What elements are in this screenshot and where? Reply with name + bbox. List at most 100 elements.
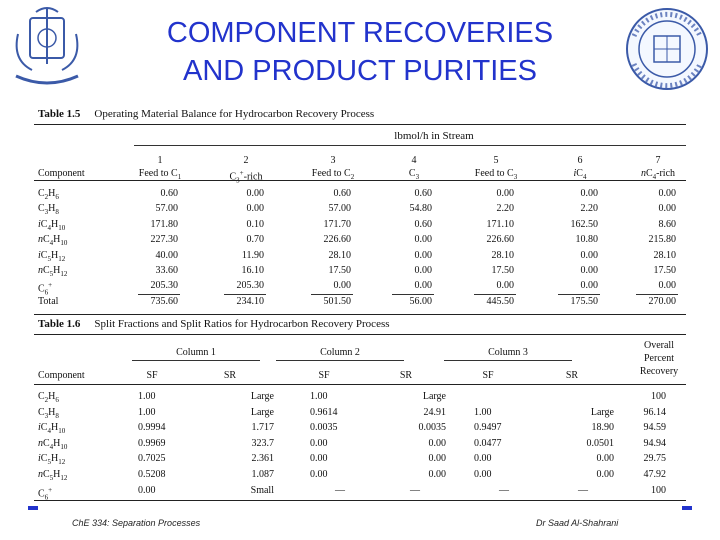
table-2-cell: 0.00 [428, 453, 447, 465]
table-1-cell: 215.80 [648, 234, 677, 246]
table-1-header-rule [34, 180, 686, 181]
table-1-total-rule [224, 293, 266, 295]
table-2-cell: 1.00 [310, 391, 328, 402]
footer-course: ChE 334: Separation Processes [72, 518, 201, 528]
table-1-stream-number: 5 [493, 155, 499, 166]
table-1-cell: 0.70 [246, 234, 265, 246]
table-2-cell: 0.00 [428, 469, 447, 480]
table-1-cell: 33.60 [155, 265, 179, 276]
table-2-row-component: C3H8 [38, 406, 59, 420]
table-2-sub-header: SF [318, 370, 330, 381]
table-1-number: Table 1.5 [38, 108, 81, 120]
table-2-overall-header: Percent [644, 353, 674, 364]
table-2-cell: 2.361 [251, 453, 275, 465]
table-1-cell: 501.50 [323, 295, 352, 307]
table-2-cell: — [335, 484, 345, 496]
table-1-total-rule [636, 293, 678, 295]
table-1-cell: 40.00 [155, 249, 179, 261]
table-2-cell: 1.087 [251, 469, 275, 480]
table-1-cell: 56.00 [409, 295, 433, 307]
table-2-row-component: iC5H12 [38, 453, 66, 467]
table-1-row-component: nC5H12 [38, 265, 68, 278]
table-1-cell: 0.00 [580, 280, 599, 292]
table-1-top-rule [34, 124, 686, 125]
table-2-recovery: 100 [651, 391, 666, 402]
table-2-cell: — [410, 484, 420, 496]
table-1-cell: 57.00 [155, 203, 179, 215]
table-1-cell: 0.60 [160, 188, 179, 199]
table-1-cell: 735.60 [150, 295, 179, 307]
table-2-top-rule [34, 334, 686, 335]
table-1-row-component: nC4H10 [38, 234, 68, 248]
table-2-cell: 0.0035 [418, 422, 447, 434]
table-2-cell: 18.90 [591, 422, 615, 434]
table-2-cell: 0.00 [428, 437, 447, 449]
table-2-group-rule [132, 360, 260, 361]
table-2-cell: 24.91 [423, 406, 447, 418]
table-1-cell: 0.00 [580, 249, 599, 261]
table-2-overall-header: Overall [644, 340, 674, 351]
table-2-cell: 1.00 [138, 406, 156, 418]
table-1-cell: 270.00 [648, 295, 677, 307]
table-1-cell: 28.10 [328, 249, 352, 261]
table-2-cell: 0.00 [596, 469, 615, 480]
table-1-cell: 0.00 [658, 280, 677, 292]
table-2-cell: 0.9994 [138, 422, 166, 434]
slide-title-line-2: AND PRODUCT PURITIES [183, 55, 537, 87]
table-2-cell: Small [250, 484, 274, 496]
table-2-sub-header: SR [223, 370, 237, 381]
table-1-cell: 205.30 [150, 280, 179, 292]
footer-bar [0, 506, 720, 510]
table-1-cell: 0.60 [414, 218, 433, 230]
table-1-cell: 0.00 [414, 234, 433, 246]
table-2-sub-header: SF [482, 370, 494, 381]
table-1-total-rule [474, 293, 516, 295]
table-2-cell: 0.00 [310, 437, 328, 449]
table-2-row-component: C2H6 [38, 391, 59, 404]
table-1-row-component: C2H6 [38, 188, 59, 201]
table-1-cell: 0.60 [333, 188, 352, 199]
table-1-cell: 0.10 [246, 218, 265, 230]
table-1-cell: 0.00 [246, 203, 265, 215]
table-1-stream-name: Feed to C3 [474, 168, 518, 181]
table-2-caption: Table 1.6 Split Fractions and Split Ratio… [38, 318, 390, 330]
table-1-cell: 0.00 [496, 280, 515, 292]
footer-accent-right [682, 506, 692, 510]
table-2-recovery: 94.94 [643, 437, 667, 449]
table-2-cell: Large [250, 391, 274, 402]
tables-content: Table 1.5 Operating Material Balance for … [34, 104, 686, 504]
table-1-cell: 0.00 [580, 188, 599, 199]
table-2-sub-header: SR [399, 370, 413, 381]
table-1-cell: 8.60 [658, 218, 677, 230]
table-2-group-rule [444, 360, 572, 361]
table-2-cell: 0.0477 [474, 437, 502, 449]
table-2-header-rule [34, 384, 686, 385]
table-1-stream-name: C3+-rich [229, 169, 263, 185]
table-1-stream-number: 2 [243, 155, 249, 166]
table-2-column-group: Column 2 [320, 347, 360, 358]
table-2-cell: 1.00 [138, 391, 156, 402]
table-1-component-header: Component [38, 168, 85, 179]
table-1-stream-name: nC4-rich [640, 168, 676, 181]
table-2-cell: 0.5208 [138, 469, 166, 480]
table-1-cell: 0.00 [580, 265, 599, 276]
table-2-component-header: Component [38, 370, 85, 381]
table-1-cell: 28.10 [653, 249, 677, 261]
table-1-cell: 17.50 [328, 265, 352, 276]
table-2-cell: — [499, 484, 509, 496]
table-2-number: Table 1.6 [38, 318, 81, 330]
table-1-total-rule [558, 293, 600, 295]
table-2-cell: 323.7 [251, 437, 275, 449]
table-2-row-component: nC5H12 [38, 469, 68, 482]
table-1-cell: 16.10 [241, 265, 265, 276]
table-1-cell: 54.80 [409, 203, 433, 215]
table-2-cell: 0.0501 [586, 437, 615, 449]
table-2-row-component: iC4H10 [38, 422, 66, 436]
table-1-cell: 2.20 [496, 203, 515, 215]
table-2-overall-header: Recovery [639, 366, 679, 377]
table-1-cell: 28.10 [491, 249, 515, 261]
table-1-cell: 57.00 [328, 203, 352, 215]
table-1-bottom-rule [34, 314, 686, 315]
table-1-total-rule [138, 293, 180, 295]
table-1-stream-number: 3 [330, 155, 336, 166]
